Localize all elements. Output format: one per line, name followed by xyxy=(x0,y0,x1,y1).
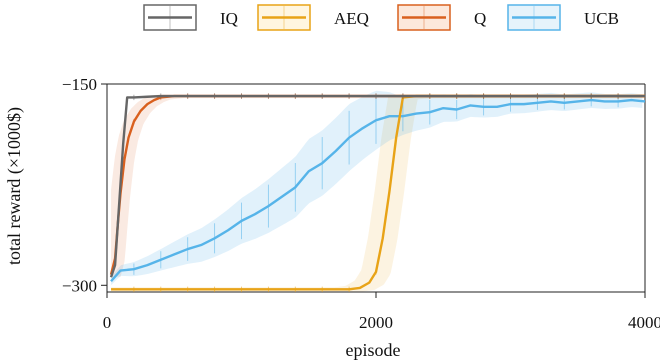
legend-item-iq[interactable]: IQ xyxy=(143,4,238,31)
y-tick-label-1: −300 xyxy=(62,276,97,295)
plot-area: 0 2000 4000 −150 −300 xyxy=(62,75,660,332)
band-ucb xyxy=(111,90,643,286)
legend-label-iq: IQ xyxy=(220,9,238,28)
legend-item-q[interactable]: Q xyxy=(397,4,486,31)
legend-item-aeq[interactable]: AEQ xyxy=(257,4,369,31)
legend-item-ucb[interactable]: UCB xyxy=(507,4,619,31)
x-axis-label: episode xyxy=(346,340,401,360)
legend-label-ucb: UCB xyxy=(584,9,619,28)
band-aeq xyxy=(111,94,645,292)
legend-label-aeq: AEQ xyxy=(334,9,369,28)
legend: IQ AEQ Q UCB xyxy=(143,4,619,31)
y-axis-label: total reward (×1000$) xyxy=(4,107,25,265)
x-tick-label-2000: 2000 xyxy=(359,313,393,332)
y-tick-label-0: −150 xyxy=(62,75,97,94)
legend-label-q: Q xyxy=(474,9,486,28)
x-tick-label-4000: 4000 xyxy=(628,313,660,332)
x-tick-label-0: 0 xyxy=(103,313,112,332)
